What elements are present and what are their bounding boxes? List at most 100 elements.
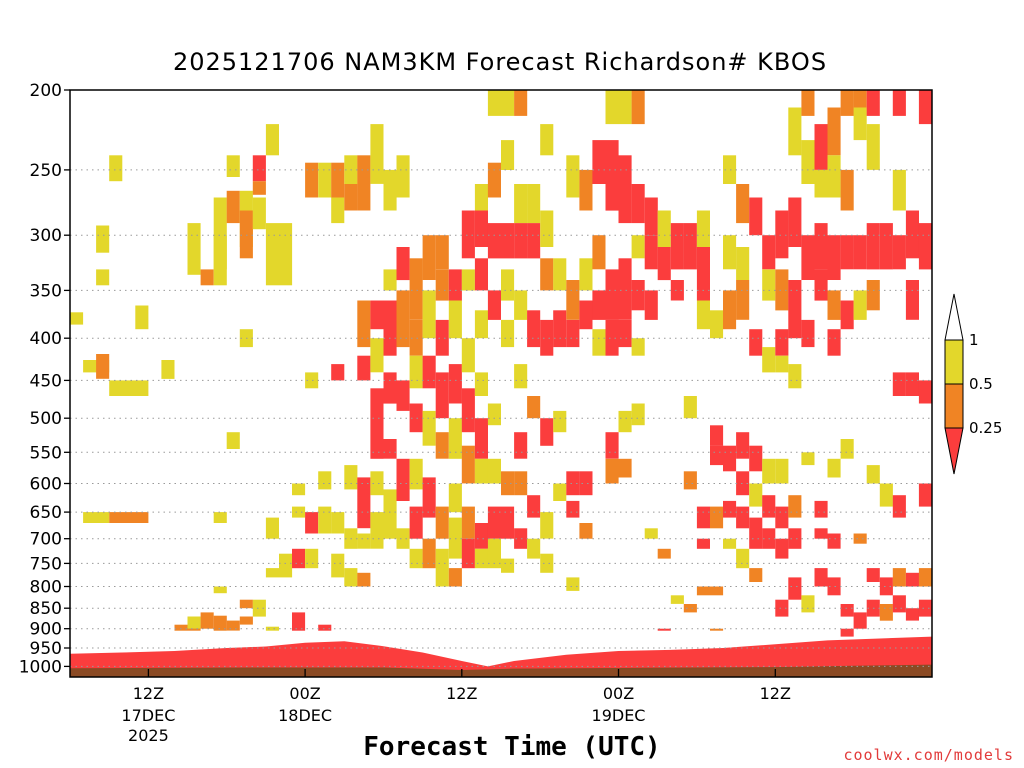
heatmap-cell — [305, 512, 319, 534]
heatmap-cell — [187, 223, 201, 275]
heatmap-cell — [135, 305, 149, 330]
heatmap-cell — [109, 155, 123, 182]
heatmap-cell — [840, 628, 854, 637]
heatmap-cell — [487, 403, 501, 426]
x-axis-title: Forecast Time (UTC) — [363, 732, 661, 762]
heatmap-cell — [487, 162, 501, 198]
heatmap-cell — [461, 388, 475, 433]
heatmap-cell — [487, 290, 501, 320]
heatmap-cell — [305, 162, 319, 198]
heatmap-cell — [396, 155, 410, 198]
heatmap-cell — [553, 310, 567, 348]
x-tick-sublabel: 2025 — [128, 726, 169, 745]
heatmap-cell — [553, 258, 567, 291]
heatmap-cell — [866, 223, 880, 270]
heatmap-cell — [213, 615, 227, 631]
heatmap-cell — [592, 329, 606, 356]
heatmap-cell — [461, 210, 475, 259]
heatmap-cell — [892, 495, 906, 518]
heatmap-cell — [710, 628, 724, 631]
heatmap-cell — [788, 280, 802, 339]
heatmap-cell — [501, 140, 515, 170]
heatmap-cell — [892, 372, 906, 396]
colorbar-bin — [944, 339, 964, 385]
heatmap-cell — [853, 107, 867, 141]
heatmap-cell — [579, 169, 593, 211]
heatmap-cell — [213, 235, 227, 286]
colorbar-label: 0.25 — [969, 419, 1002, 437]
heatmap-cell — [814, 124, 828, 170]
heatmap-cell — [200, 612, 214, 629]
heatmap-cell — [683, 223, 697, 270]
low-level-layer — [70, 636, 932, 677]
heatmap-cell — [723, 538, 737, 549]
heatmap-cell — [370, 338, 384, 373]
heatmap-cell — [892, 568, 906, 587]
heatmap-cell — [631, 235, 645, 259]
heatmap-cell — [605, 269, 619, 320]
heatmap-cell — [252, 181, 266, 195]
heatmap-cell — [736, 184, 750, 224]
colorbar-bottom-triangle — [944, 427, 964, 475]
heatmap-cell — [801, 452, 815, 466]
heatmap-cell — [892, 235, 906, 270]
heatmap-cell — [827, 235, 841, 280]
heatmap-cell — [827, 458, 841, 478]
heatmap-cell — [814, 500, 828, 518]
heatmap-cell — [814, 169, 828, 198]
heatmap-cell — [461, 445, 475, 484]
heatmap-cell — [422, 477, 436, 518]
heatmap-cell — [592, 235, 606, 270]
heatmap-cell — [474, 184, 488, 211]
heatmap-cell — [631, 403, 645, 426]
heatmap-cell — [396, 458, 410, 501]
heatmap-cell — [762, 458, 776, 484]
heatmap-cell — [527, 184, 541, 224]
heatmap-cell — [265, 626, 279, 631]
heatmap-cell — [292, 548, 306, 569]
heatmap-cell — [579, 258, 593, 291]
heatmap-cell — [331, 512, 345, 534]
heatmap-cell — [840, 169, 854, 211]
heatmap-cell — [383, 372, 397, 404]
heatmap-cell — [553, 483, 567, 501]
heatmap-cell — [879, 577, 893, 596]
heatmap-cell — [762, 495, 776, 518]
heatmap-cell — [631, 338, 645, 356]
heatmap-cell — [866, 124, 880, 170]
heatmap-cell — [409, 506, 423, 539]
chart-title: 2025121706 NAM3KM Forecast Richardson# K… — [172, 48, 828, 76]
heatmap-cell — [566, 577, 580, 591]
heatmap-cell — [357, 533, 371, 549]
heatmap-cell — [409, 355, 423, 389]
heatmap-cell — [618, 458, 632, 478]
heatmap-cell — [305, 372, 319, 389]
colorbar-bin — [944, 383, 964, 429]
heatmap-cell — [514, 528, 528, 549]
colorbar-top-triangle — [944, 293, 964, 341]
heatmap-cell — [866, 568, 880, 582]
heatmap-cell — [918, 90, 932, 125]
heatmap-cell — [514, 223, 528, 259]
heatmap-cell — [331, 364, 345, 381]
y-tick-label: 850 — [30, 599, 62, 619]
heatmap-cell — [474, 372, 488, 396]
heatmap-cell — [618, 319, 632, 348]
heatmap-cell — [710, 425, 724, 446]
heatmap-cell — [396, 528, 410, 549]
heatmap-cell — [318, 506, 332, 534]
ground-surface — [70, 664, 932, 677]
heatmap-cell — [370, 300, 384, 330]
heatmap-cell — [514, 432, 528, 459]
heatmap-cell — [474, 548, 488, 569]
heatmap-cell — [161, 360, 175, 379]
heatmap-cell — [814, 269, 828, 301]
heatmap-cell — [461, 338, 475, 373]
heatmap-cell — [683, 471, 697, 490]
heatmap-cell — [827, 329, 841, 356]
heatmap-cell — [631, 90, 645, 125]
heatmap-cell — [762, 269, 776, 301]
heatmap-cell — [892, 595, 906, 613]
heatmap-cell — [566, 319, 580, 348]
